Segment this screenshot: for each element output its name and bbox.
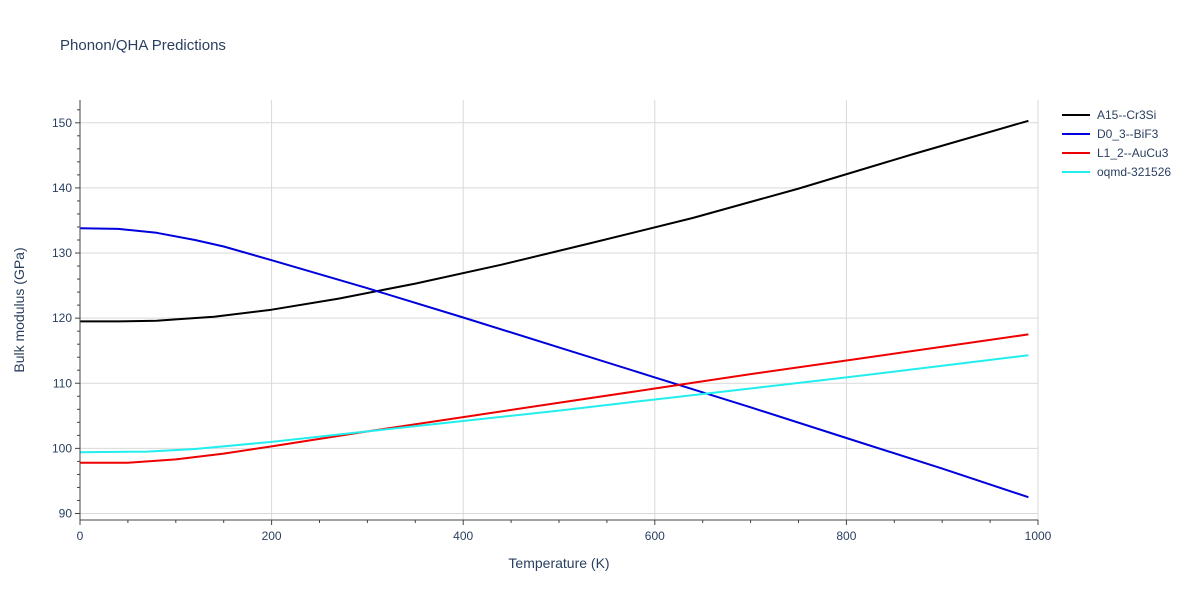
- series-line-2[interactable]: [80, 333, 1029, 464]
- legend-item[interactable]: L1_2--AuCu3: [1062, 146, 1169, 160]
- y-tick-label: 100: [52, 441, 72, 455]
- series-line-0[interactable]: [80, 119, 1029, 323]
- y-tick-label: 150: [52, 116, 72, 130]
- y-axis-title: Bulk modulus (GPa): [11, 247, 27, 372]
- legend-item[interactable]: oqmd-321526: [1062, 165, 1171, 179]
- axes: 0 200 400 600 800 1000 90 100 110 120 130 140 150: [52, 100, 1052, 543]
- x-tick-label: 600: [645, 529, 665, 543]
- y-tick-label: 140: [52, 181, 72, 195]
- series-line-1[interactable]: [79, 227, 1029, 499]
- x-tick-label: 200: [262, 529, 282, 543]
- y-tick-label: 130: [52, 246, 72, 260]
- legend-item[interactable]: D0_3--BiF3: [1062, 127, 1159, 141]
- legend[interactable]: A15--Cr3Si D0_3--BiF3 L1_2--AuCu3 oqmd-3215…: [1062, 108, 1171, 179]
- y-tick-label: 120: [52, 311, 72, 325]
- legend-label: A15--Cr3Si: [1097, 108, 1156, 122]
- legend-item[interactable]: A15--Cr3Si: [1062, 108, 1156, 122]
- legend-label: D0_3--BiF3: [1097, 127, 1159, 141]
- legend-label: oqmd-321526: [1097, 165, 1171, 179]
- chart-title: Phonon/QHA Predictions: [60, 37, 226, 54]
- x-tick-label: 800: [836, 529, 856, 543]
- x-tick-label: 400: [453, 529, 473, 543]
- series-line-3[interactable]: [79, 354, 1029, 454]
- x-axis-title: Temperature (K): [508, 555, 609, 571]
- y-tick-label: 110: [53, 376, 72, 390]
- y-tick-label: 90: [59, 506, 73, 520]
- x-tick-label: 1000: [1025, 529, 1052, 543]
- legend-label: L1_2--AuCu3: [1097, 146, 1169, 160]
- series-lines: [79, 119, 1029, 499]
- grid-lines: [80, 100, 1039, 520]
- x-tick-label: 0: [77, 529, 84, 543]
